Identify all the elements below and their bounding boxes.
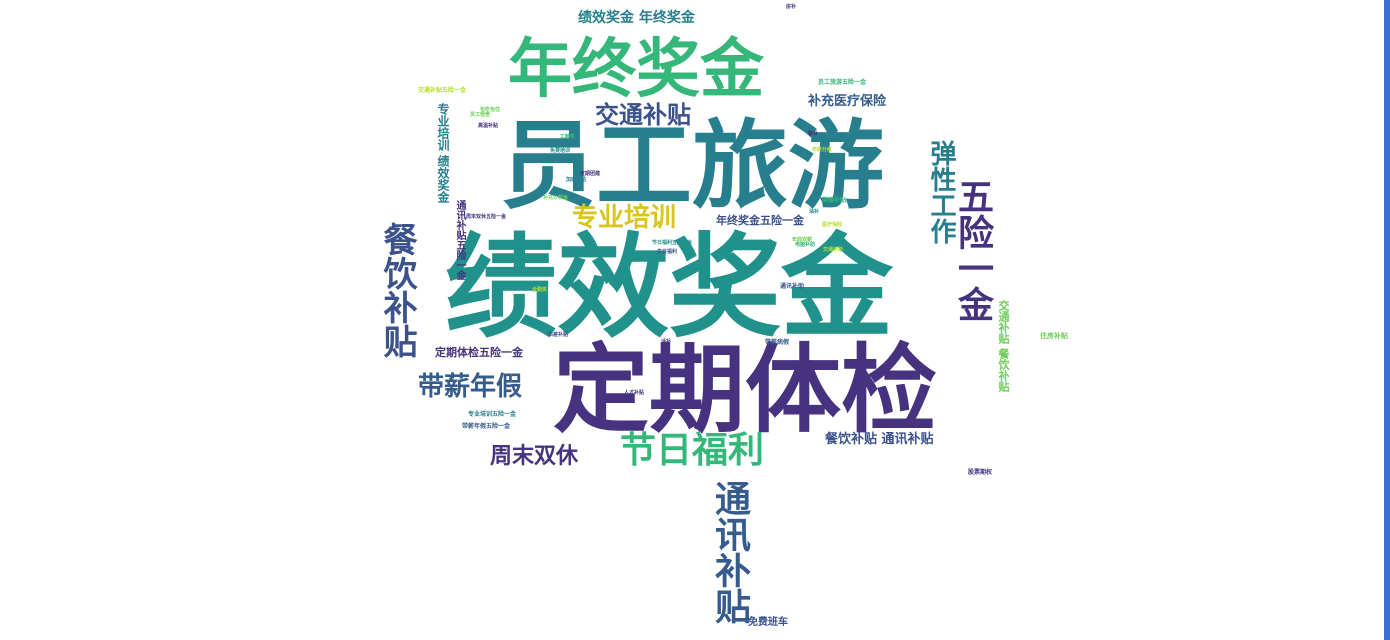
- word-label: 人才补贴: [624, 390, 645, 396]
- word-label: 带薪年假: [418, 372, 523, 402]
- word-label: 全勤奖: [532, 287, 548, 293]
- word-label: 带薪年假五险一金: [462, 423, 511, 430]
- window-edge-bar: [1384, 0, 1390, 640]
- word-label: 年终分红: [812, 147, 833, 153]
- word-label: 交通补贴 餐饮补贴: [997, 300, 1010, 392]
- word-label: 电脑补助: [795, 242, 816, 248]
- word-label: 高温补贴: [478, 123, 499, 129]
- word-label: 补充公积金: [543, 195, 569, 201]
- word-label: 专业培训 绩效奖金: [436, 103, 450, 204]
- word-label: 餐饮补贴 通讯补贴: [825, 432, 934, 447]
- word-label: 医疗保险: [822, 222, 843, 228]
- word-label: 定期体检五险一金: [435, 346, 523, 359]
- word-label: 五险一金: [952, 178, 994, 322]
- word-label: 免费培训: [550, 148, 571, 154]
- word-label: 餐补: [808, 131, 819, 137]
- word-label: 包吃包住: [480, 107, 501, 113]
- word-label: 绩效奖金: [445, 222, 893, 353]
- word-label: 出差补贴: [548, 332, 569, 338]
- word-label: 员工旅游: [500, 109, 884, 222]
- word-label: 弹性工作: [926, 140, 956, 244]
- word-label: 专业培训五险一金: [468, 411, 517, 418]
- word-label: 股票期权: [968, 469, 993, 476]
- word-label: 免费班车: [748, 617, 788, 628]
- word-label: 交通补贴: [595, 100, 691, 129]
- word-label: 节日福利: [620, 429, 765, 471]
- word-label: 房补: [786, 4, 797, 10]
- word-label: 住房补贴: [1040, 331, 1068, 340]
- word-label: 员工旅游五险一金: [818, 79, 867, 86]
- word-label: 交通补助: [823, 247, 844, 253]
- word-label: 绩效奖金 年终奖金: [578, 10, 695, 26]
- word-label: 话补: [661, 339, 672, 345]
- word-label: 周末双休五险一金: [466, 214, 507, 220]
- word-label: 年底双薪: [792, 237, 813, 243]
- word-label: 定期团建: [580, 171, 601, 177]
- word-label: 周末双休: [490, 443, 579, 469]
- word-label: 年终奖金五险一金: [716, 214, 804, 227]
- word-label: 定期体检: [553, 333, 937, 446]
- word-label: 工龄奖: [560, 134, 576, 140]
- word-label: 加班补贴: [566, 177, 587, 183]
- word-label: 油补: [809, 209, 820, 215]
- word-label: 交通补贴五险一金: [418, 87, 467, 94]
- word-label: 补充医疗保险: [808, 94, 887, 109]
- word-label: 节日福利五险一金: [652, 240, 693, 246]
- word-label: 通讯补贴: [709, 480, 751, 624]
- word-label: 专业培训: [572, 203, 677, 233]
- word-label: 通讯补贴五险一金: [454, 200, 465, 280]
- word-label: 采暖补贴: [822, 197, 847, 204]
- word-label: 生日福利: [657, 249, 678, 255]
- word-label: 餐饮补贴: [377, 222, 417, 358]
- word-label: 带薪病假: [765, 339, 790, 346]
- word-label: 通讯补助: [780, 283, 805, 290]
- word-label: 员工宿舍: [470, 112, 491, 118]
- word-label: 年终奖金: [508, 32, 764, 107]
